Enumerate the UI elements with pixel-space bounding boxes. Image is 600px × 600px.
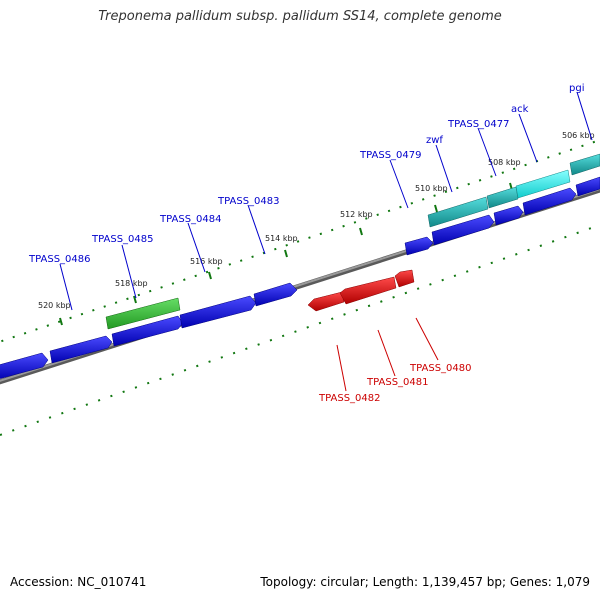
gene-label[interactable]: pgi <box>569 83 584 94</box>
cds-feature-tpass-0477[interactable] <box>486 186 519 209</box>
cds-feature[interactable] <box>493 205 524 226</box>
forward-strand-features <box>0 176 600 380</box>
cds-feature-ack[interactable] <box>515 169 571 199</box>
gene-label[interactable]: TPASS_0482 <box>318 393 380 404</box>
kbp-label: 512 kbp <box>340 210 373 219</box>
kbp-label: 518 kbp <box>115 279 148 288</box>
kbp-label: 506 kbp <box>562 131 595 140</box>
reverse-strand-features <box>307 269 415 312</box>
reverse-label-leaders <box>336 317 439 392</box>
inner-tick-row <box>0 224 600 436</box>
gene-label[interactable]: TPASS_0479 <box>359 150 421 161</box>
cds-feature[interactable] <box>522 187 577 216</box>
forward-label-leaders <box>59 91 593 311</box>
gene-label[interactable]: TPASS_0486 <box>28 254 90 265</box>
cds-feature-tpass-0480[interactable] <box>394 269 415 288</box>
forward-gene-labels: TPASS_0486 TPASS_0485 TPASS_0484 TPASS_0… <box>28 83 584 265</box>
rna-feature[interactable] <box>105 297 181 330</box>
gene-label[interactable]: TPASS_0484 <box>159 214 221 225</box>
outer-tick-row <box>0 139 600 343</box>
cds-feature[interactable] <box>253 282 298 307</box>
cds-feature[interactable] <box>404 236 434 256</box>
genome-title: Treponema pallidum subsp. pallidum SS14,… <box>98 9 502 24</box>
gene-label[interactable]: zwf <box>426 135 443 146</box>
cds-feature[interactable] <box>111 315 184 347</box>
kbp-labels: 520 kbp 518 kbp 516 kbp 514 kbp 512 kbp … <box>38 131 595 310</box>
kbp-label: 514 kbp <box>265 234 298 243</box>
gene-label[interactable]: TPASS_0477 <box>447 119 509 130</box>
gene-label[interactable]: TPASS_0485 <box>91 234 153 245</box>
genome-summary-text: Topology: circular; Length: 1,139,457 bp… <box>260 575 590 589</box>
gene-label[interactable]: TPASS_0483 <box>217 196 279 207</box>
accession-text: Accession: NC_010741 <box>10 575 147 589</box>
cds-feature[interactable] <box>431 214 495 246</box>
cds-feature-zwf[interactable] <box>427 196 489 228</box>
cds-feature-tpass-0482[interactable] <box>307 291 345 312</box>
cds-feature[interactable] <box>575 176 600 197</box>
cds-feature-tpass-0481[interactable] <box>339 276 397 305</box>
gene-label[interactable]: ack <box>511 104 529 115</box>
gene-label[interactable]: TPASS_0480 <box>409 363 471 374</box>
cds-feature[interactable] <box>49 335 113 364</box>
gene-label[interactable]: TPASS_0481 <box>366 377 428 388</box>
kbp-label: 520 kbp <box>38 301 71 310</box>
cds-feature-pgi[interactable] <box>569 153 600 176</box>
cds-feature[interactable] <box>179 295 257 329</box>
highlight-features <box>105 153 600 330</box>
cds-feature[interactable] <box>0 352 49 380</box>
kbp-label: 516 kbp <box>190 257 223 266</box>
kbp-label: 508 kbp <box>488 158 521 167</box>
reverse-gene-labels: TPASS_0482 TPASS_0481 TPASS_0480 <box>318 363 471 404</box>
kbp-label: 510 kbp <box>415 184 448 193</box>
